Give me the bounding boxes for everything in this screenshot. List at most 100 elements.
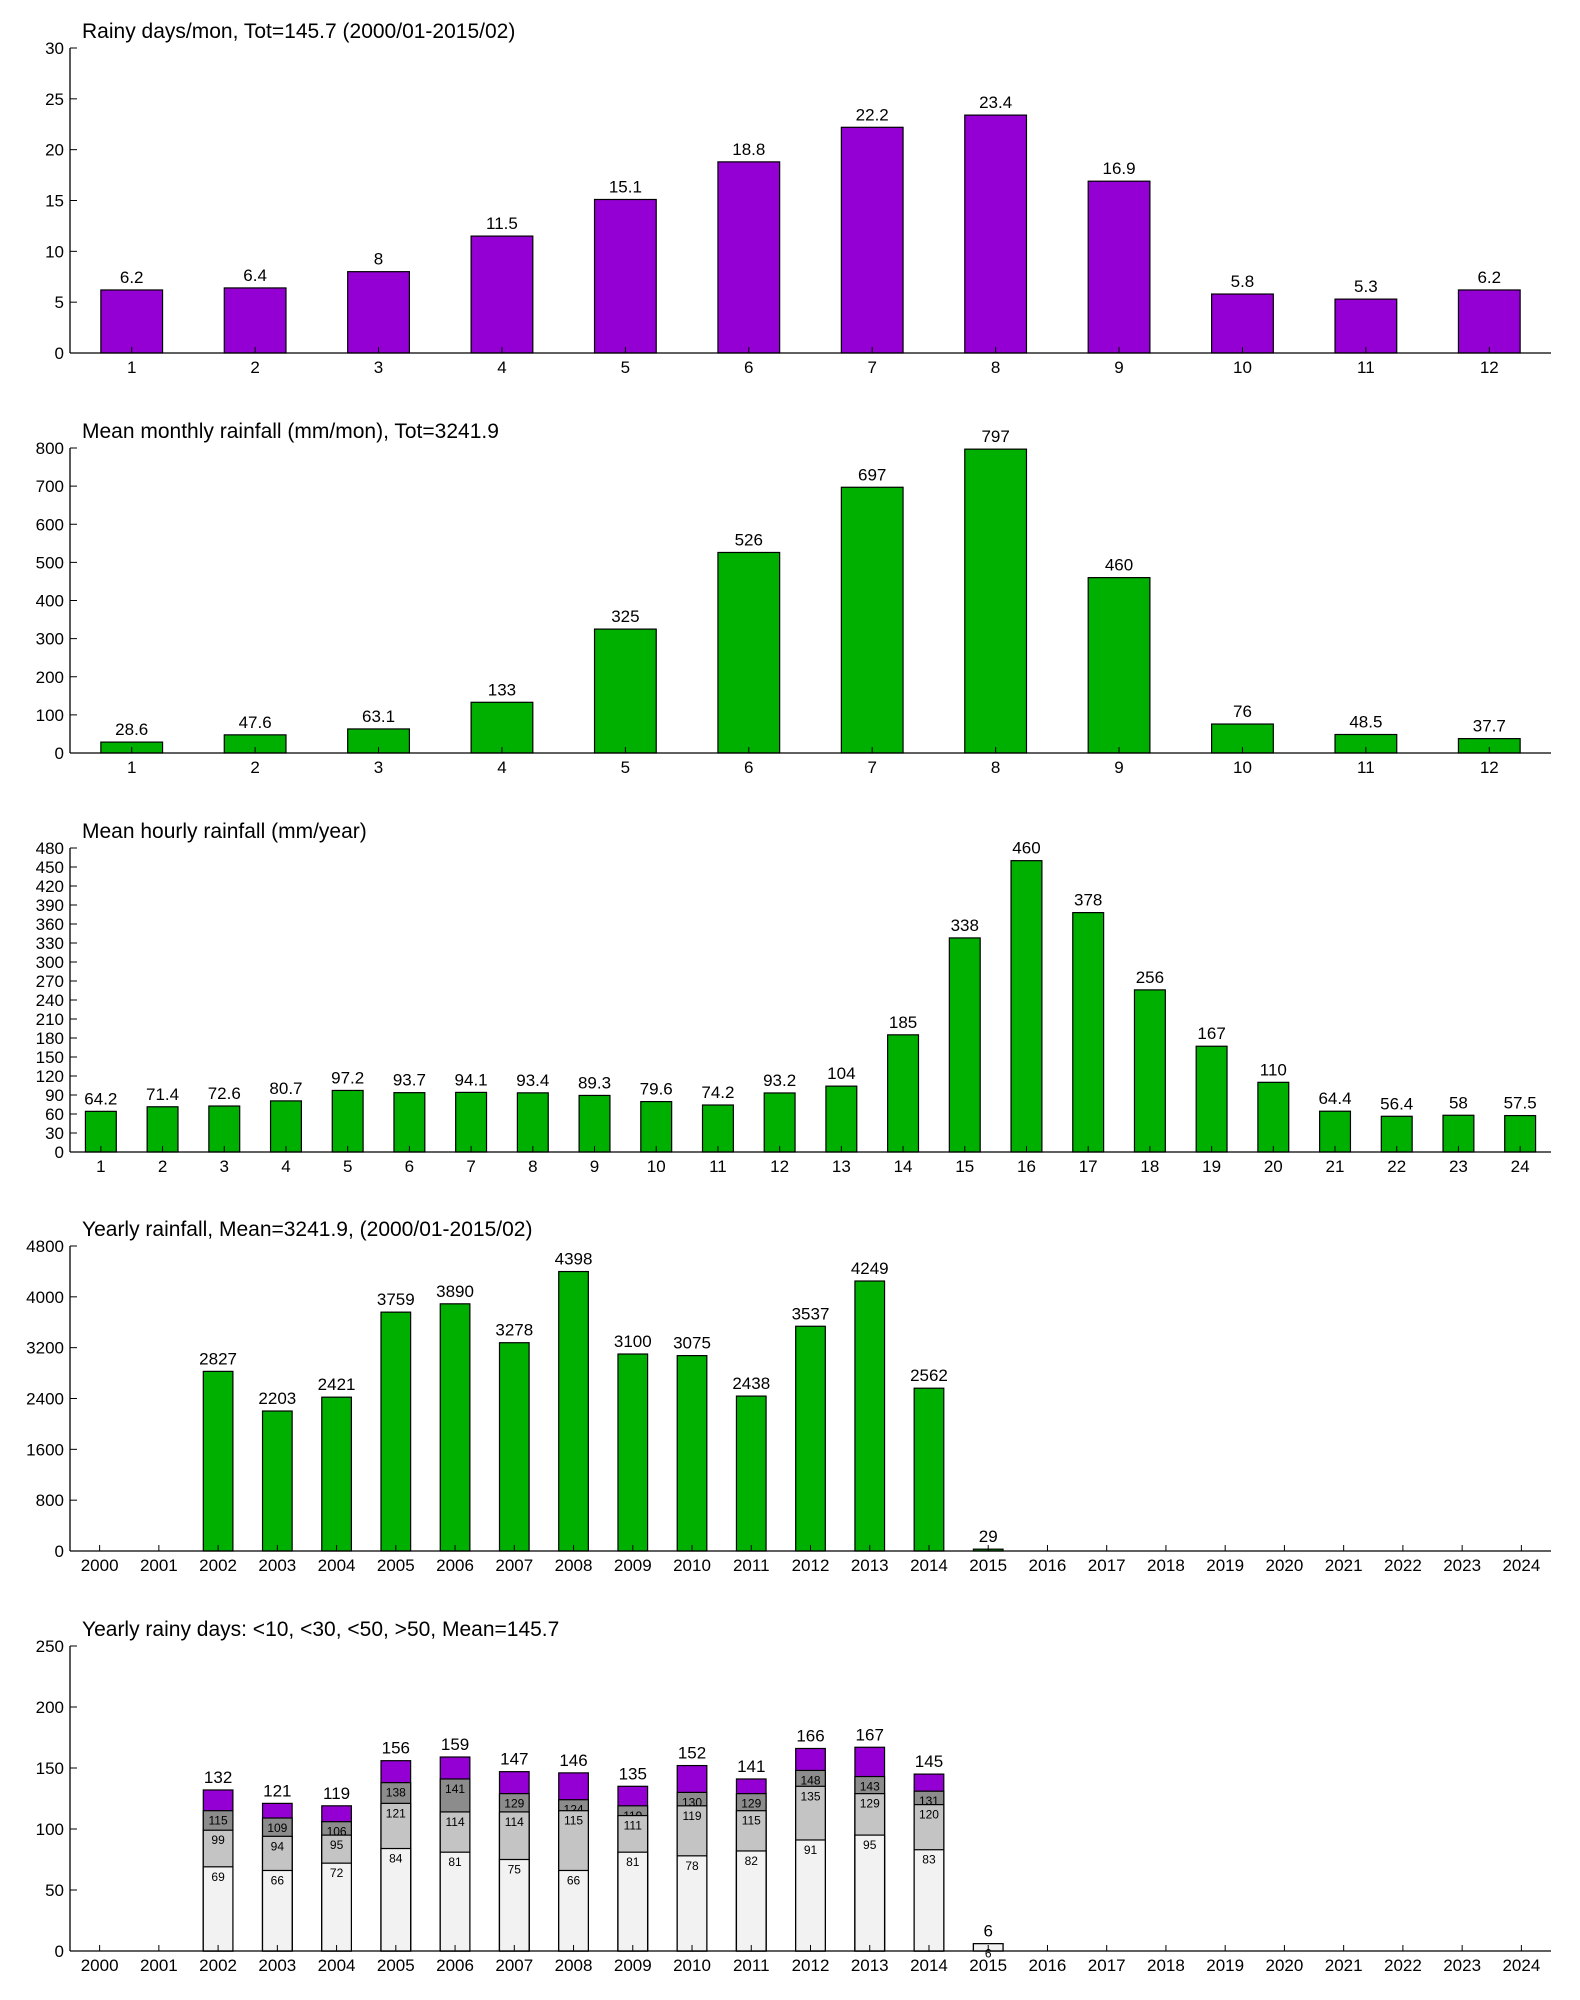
bar (1257, 1081, 1290, 1153)
bar (208, 1105, 241, 1153)
x-tick-label: 2003 (258, 1956, 296, 1975)
y-tick-label: 250 (36, 1637, 64, 1656)
bar (470, 235, 534, 354)
data-label: 115 (742, 1814, 761, 1828)
bar (1087, 180, 1151, 354)
bar (321, 1396, 352, 1552)
data-label: 4398 (555, 1250, 593, 1269)
bar (455, 1091, 488, 1153)
bar (676, 1855, 708, 1952)
y-tick-label: 420 (36, 877, 64, 896)
data-label: 797 (981, 427, 1009, 446)
chart-title: Yearly rainfall, Mean=3241.9, (2000/01-2… (82, 1218, 532, 1241)
data-label: 56.4 (1380, 1094, 1413, 1113)
bar (558, 1270, 589, 1552)
data-label: 185 (889, 1013, 917, 1032)
x-tick-label: 2019 (1206, 1956, 1244, 1975)
x-tick-label: 2024 (1502, 1956, 1540, 1975)
data-label: 91 (804, 1843, 818, 1857)
data-label: 71.4 (146, 1085, 179, 1104)
data-label: 66 (271, 1873, 285, 1887)
data-label: 2827 (199, 1349, 237, 1368)
x-tick-label: 2009 (614, 1956, 652, 1975)
x-tick-label: 12 (1480, 758, 1499, 777)
x-tick-label: 21 (1326, 1157, 1345, 1176)
x-tick-label: 2007 (495, 1556, 533, 1575)
x-tick-label: 2016 (1029, 1956, 1067, 1975)
data-label: 89.3 (578, 1073, 611, 1092)
bar (202, 1866, 234, 1952)
y-tick-label: 3200 (26, 1339, 64, 1358)
data-label: 64.2 (84, 1089, 117, 1108)
bar (676, 1355, 708, 1552)
data-label: 6.4 (243, 266, 267, 285)
data-label: 460 (1105, 556, 1133, 575)
bar (735, 1395, 767, 1552)
data-label: 526 (735, 530, 763, 549)
data-label: 22.2 (856, 105, 889, 124)
data-label: 111 (624, 1819, 643, 1833)
data-label: 94.1 (455, 1070, 488, 1089)
data-label: 6 (985, 1947, 992, 1961)
data-label: 147 (500, 1750, 528, 1769)
x-tick-label: 15 (955, 1157, 974, 1176)
x-tick-label: 2017 (1088, 1956, 1126, 1975)
x-tick-label: 2000 (81, 1556, 119, 1575)
data-label: 338 (951, 916, 979, 935)
data-label: 256 (1136, 968, 1164, 987)
bar (380, 1847, 412, 1952)
bar (498, 1342, 530, 1552)
data-label: 75 (508, 1863, 522, 1877)
data-label: 135 (619, 1764, 647, 1783)
x-tick-label: 2005 (377, 1556, 415, 1575)
bar (593, 628, 657, 754)
y-tick-label: 270 (36, 972, 64, 991)
bar (269, 1100, 303, 1153)
bar (100, 289, 164, 354)
bar (840, 486, 904, 754)
x-tick-label: 11 (1357, 358, 1375, 377)
data-label: 63.1 (362, 707, 395, 726)
data-label: 697 (858, 465, 886, 484)
y-tick-label: 390 (36, 896, 64, 915)
data-label: 110 (1260, 1060, 1287, 1079)
y-tick-label: 2400 (26, 1390, 64, 1409)
bar (717, 551, 781, 754)
bar (393, 1092, 426, 1153)
y-tick-label: 20 (45, 141, 64, 160)
data-label: 3278 (495, 1321, 533, 1340)
y-tick-label: 180 (36, 1029, 64, 1048)
chart-title: Yearly rainy days: <10, <30, <50, >50, M… (82, 1618, 559, 1641)
data-label: 3890 (436, 1282, 474, 1301)
bar (854, 1280, 886, 1552)
data-label: 57.5 (1504, 1094, 1537, 1113)
data-label: 99 (211, 1833, 225, 1847)
bar (516, 1092, 549, 1153)
data-label: 47.6 (239, 713, 272, 732)
bar (795, 1839, 826, 1952)
bar (617, 1851, 649, 1952)
y-tick-label: 360 (36, 915, 64, 934)
data-label: 28.6 (115, 720, 148, 739)
x-tick-label: 18 (1140, 1157, 1159, 1176)
data-label: 378 (1074, 891, 1102, 910)
bar (735, 1850, 767, 1952)
data-label: 2438 (732, 1374, 770, 1393)
bar (887, 1034, 920, 1153)
x-tick-label: 2005 (377, 1956, 415, 1975)
x-tick-label: 2014 (910, 1956, 948, 1975)
data-label: 4249 (851, 1259, 889, 1278)
data-label: 5.3 (1354, 277, 1378, 296)
x-tick-label: 2008 (555, 1556, 593, 1575)
y-tick-label: 450 (36, 858, 64, 877)
y-tick-label: 150 (36, 1048, 64, 1067)
data-label: 2562 (910, 1366, 948, 1385)
data-label: 138 (386, 1786, 406, 1800)
x-tick-label: 2011 (733, 1556, 770, 1575)
bar (558, 1869, 589, 1952)
bar (1010, 860, 1043, 1153)
y-tick-label: 300 (36, 630, 64, 649)
x-tick-label: 20 (1264, 1157, 1283, 1176)
data-label: 132 (204, 1768, 232, 1787)
